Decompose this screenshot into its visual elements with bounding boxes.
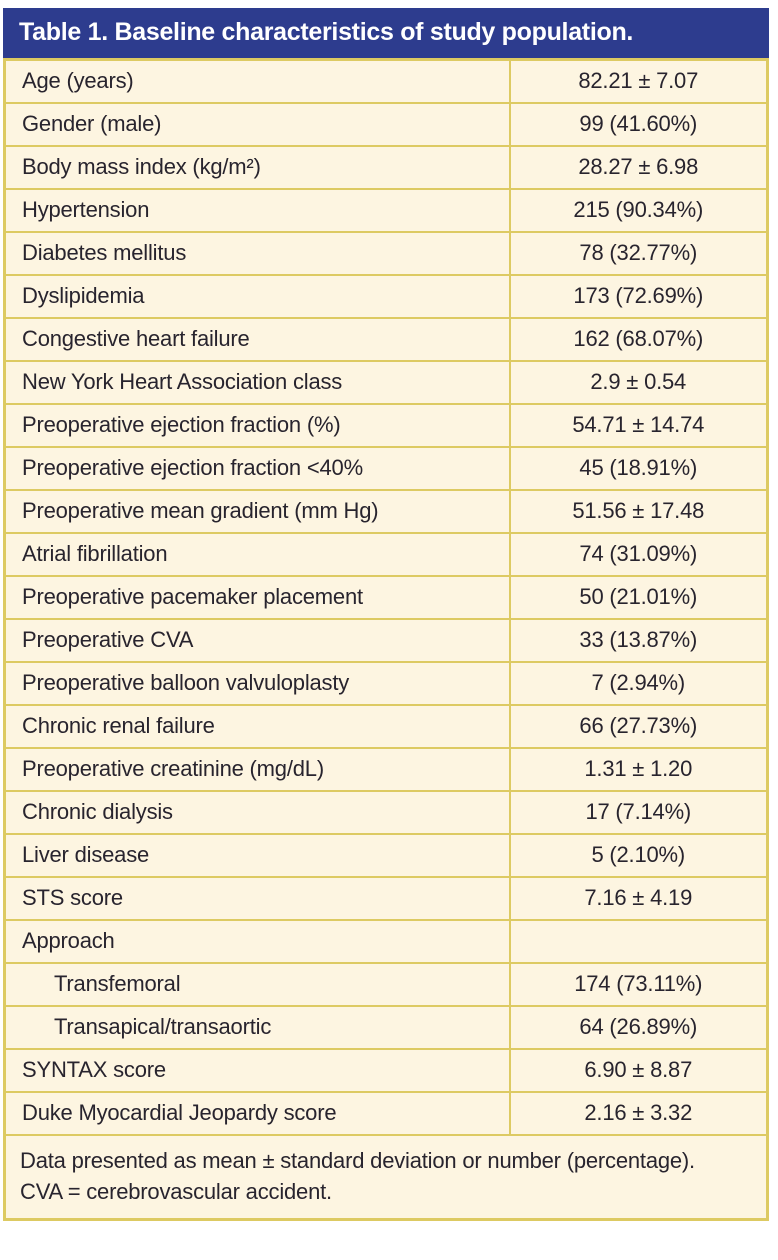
row-label: Chronic dialysis [3, 789, 511, 835]
table-row: Dyslipidemia 173 (72.69%) [3, 273, 769, 319]
table-row: Diabetes mellitus 78 (32.77%) [3, 230, 769, 276]
row-label: Transfemoral [3, 961, 511, 1007]
row-label: Preoperative creatinine (mg/dL) [3, 746, 511, 792]
table-row: Preoperative pacemaker placement 50 (21.0… [3, 574, 769, 620]
row-value: 17 (7.14%) [508, 789, 769, 835]
table-row: Transfemoral 174 (73.11%) [3, 961, 769, 1007]
data-table: Age (years) 82.21 ± 7.07 Gender (male) 99 (… [3, 58, 769, 1222]
row-label: Body mass index (kg/m²) [3, 144, 511, 190]
table-row: Preoperative ejection fraction <40% 45 (1… [3, 445, 769, 491]
row-value: 215 (90.34%) [508, 187, 769, 233]
table-row: Age (years) 82.21 ± 7.07 [3, 58, 769, 104]
table-row: Hypertension 215 (90.34%) [3, 187, 769, 233]
row-value: 82.21 ± 7.07 [508, 58, 769, 104]
table-row: Gender (male) 99 (41.60%) [3, 101, 769, 147]
table-row: STS score 7.16 ± 4.19 [3, 875, 769, 921]
row-value: 162 (68.07%) [508, 316, 769, 362]
table-row: Transapical/transaortic 64 (26.89%) [3, 1004, 769, 1050]
row-value: 51.56 ± 17.48 [508, 488, 769, 534]
row-value: 28.27 ± 6.98 [508, 144, 769, 190]
table-row: Preoperative CVA 33 (13.87%) [3, 617, 769, 663]
row-value: 7 (2.94%) [508, 660, 769, 706]
row-value: 5 (2.10%) [508, 832, 769, 878]
row-value: 64 (26.89%) [508, 1004, 769, 1050]
row-value: 66 (27.73%) [508, 703, 769, 749]
table-row: Chronic dialysis 17 (7.14%) [3, 789, 769, 835]
row-label: Liver disease [3, 832, 511, 878]
footnote-line-2: CVA = cerebrovascular accident. [20, 1179, 332, 1205]
table-row: Preoperative balloon valvuloplasty 7 (2.9… [3, 660, 769, 706]
table-row: Preoperative creatinine (mg/dL) 1.31 ± 1.… [3, 746, 769, 792]
row-label: Diabetes mellitus [3, 230, 511, 276]
table-row: Duke Myocardial Jeopardy score 2.16 ± 3.3… [3, 1090, 769, 1136]
row-label: Preoperative CVA [3, 617, 511, 663]
table-row: Approach [3, 918, 769, 964]
table-title: Table 1. Baseline characteristics of stu… [3, 8, 769, 58]
table-row: Preoperative ejection fraction (%) 54.71 … [3, 402, 769, 448]
row-label: Preoperative mean gradient (mm Hg) [3, 488, 511, 534]
footnote-line-1: Data presented as mean ± standard deviat… [20, 1147, 695, 1173]
row-value: 50 (21.01%) [508, 574, 769, 620]
row-label: Transapical/transaortic [3, 1004, 511, 1050]
row-label: Preoperative balloon valvuloplasty [3, 660, 511, 706]
row-value: 2.9 ± 0.54 [508, 359, 769, 405]
row-label: Duke Myocardial Jeopardy score [3, 1090, 511, 1136]
row-value: 6.90 ± 8.87 [508, 1047, 769, 1093]
table-row: Body mass index (kg/m²) 28.27 ± 6.98 [3, 144, 769, 190]
row-label: Preoperative ejection fraction (%) [3, 402, 511, 448]
row-value: 173 (72.69%) [508, 273, 769, 319]
row-value: 2.16 ± 3.32 [508, 1090, 769, 1136]
row-label: STS score [3, 875, 511, 921]
row-label: Congestive heart failure [3, 316, 511, 362]
row-value: 45 (18.91%) [508, 445, 769, 491]
row-label: New York Heart Association class [3, 359, 511, 405]
row-label: Hypertension [3, 187, 511, 233]
table-row: Liver disease 5 (2.10%) [3, 832, 769, 878]
table-row: Atrial fibrillation 74 (31.09%) [3, 531, 769, 577]
table-row: SYNTAX score 6.90 ± 8.87 [3, 1047, 769, 1093]
row-value: 33 (13.87%) [508, 617, 769, 663]
row-label: Chronic renal failure [3, 703, 511, 749]
row-value: 174 (73.11%) [508, 961, 769, 1007]
footnote-row: Data presented as mean ± standard deviat… [3, 1133, 769, 1221]
table-row: New York Heart Association class 2.9 ± 0.… [3, 359, 769, 405]
baseline-characteristics-table: Table 1. Baseline characteristics of stu… [3, 8, 769, 1222]
table-body: Age (years) 82.21 ± 7.07 Gender (male) 99 (… [3, 58, 769, 1221]
table-row: Congestive heart failure 162 (68.07%) [3, 316, 769, 362]
footnote-cell: Data presented as mean ± standard deviat… [3, 1133, 769, 1221]
row-value: 78 (32.77%) [508, 230, 769, 276]
row-label: SYNTAX score [3, 1047, 511, 1093]
row-label: Atrial fibrillation [3, 531, 511, 577]
row-value: 99 (41.60%) [508, 101, 769, 147]
row-value: 74 (31.09%) [508, 531, 769, 577]
row-label: Gender (male) [3, 101, 511, 147]
row-value [508, 918, 769, 964]
row-label: Dyslipidemia [3, 273, 511, 319]
row-value: 1.31 ± 1.20 [508, 746, 769, 792]
row-label: Approach [3, 918, 511, 964]
table-row: Preoperative mean gradient (mm Hg) 51.56 … [3, 488, 769, 534]
row-label: Preoperative ejection fraction <40% [3, 445, 511, 491]
table-row: Chronic renal failure 66 (27.73%) [3, 703, 769, 749]
row-value: 54.71 ± 14.74 [508, 402, 769, 448]
row-label: Preoperative pacemaker placement [3, 574, 511, 620]
row-label: Age (years) [3, 58, 511, 104]
row-value: 7.16 ± 4.19 [508, 875, 769, 921]
